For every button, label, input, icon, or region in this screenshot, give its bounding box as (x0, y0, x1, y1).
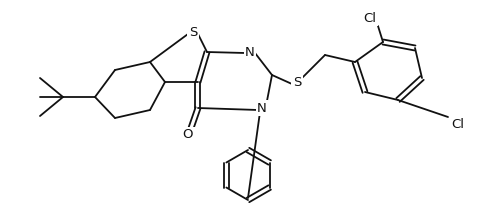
Text: S: S (189, 26, 197, 39)
Text: Cl: Cl (363, 12, 377, 25)
Text: Cl: Cl (452, 118, 464, 131)
Text: N: N (257, 102, 267, 115)
Text: S: S (293, 76, 301, 89)
Text: O: O (183, 129, 193, 142)
Text: N: N (245, 46, 255, 59)
